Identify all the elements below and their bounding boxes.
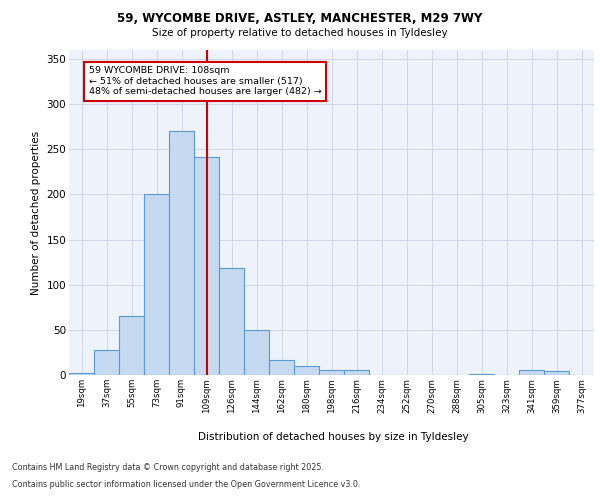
Bar — [544, 372, 569, 375]
Bar — [519, 370, 544, 375]
Bar — [119, 316, 144, 375]
Y-axis label: Number of detached properties: Number of detached properties — [31, 130, 41, 294]
Bar — [319, 370, 344, 375]
Text: Distribution of detached houses by size in Tyldesley: Distribution of detached houses by size … — [197, 432, 469, 442]
Bar — [69, 373, 94, 375]
Text: 59 WYCOMBE DRIVE: 108sqm
← 51% of detached houses are smaller (517)
48% of semi-: 59 WYCOMBE DRIVE: 108sqm ← 51% of detach… — [89, 66, 322, 96]
Bar — [244, 330, 269, 375]
Bar — [294, 366, 319, 375]
Bar — [194, 158, 219, 375]
Bar — [144, 194, 169, 375]
Text: Contains public sector information licensed under the Open Government Licence v3: Contains public sector information licen… — [12, 480, 361, 489]
Bar — [269, 360, 294, 375]
Text: Size of property relative to detached houses in Tyldesley: Size of property relative to detached ho… — [152, 28, 448, 38]
Text: 59, WYCOMBE DRIVE, ASTLEY, MANCHESTER, M29 7WY: 59, WYCOMBE DRIVE, ASTLEY, MANCHESTER, M… — [118, 12, 482, 26]
Bar — [169, 131, 194, 375]
Text: Contains HM Land Registry data © Crown copyright and database right 2025.: Contains HM Land Registry data © Crown c… — [12, 464, 324, 472]
Bar — [219, 268, 244, 375]
Bar — [94, 350, 119, 375]
Bar — [344, 370, 369, 375]
Bar — [469, 374, 494, 375]
